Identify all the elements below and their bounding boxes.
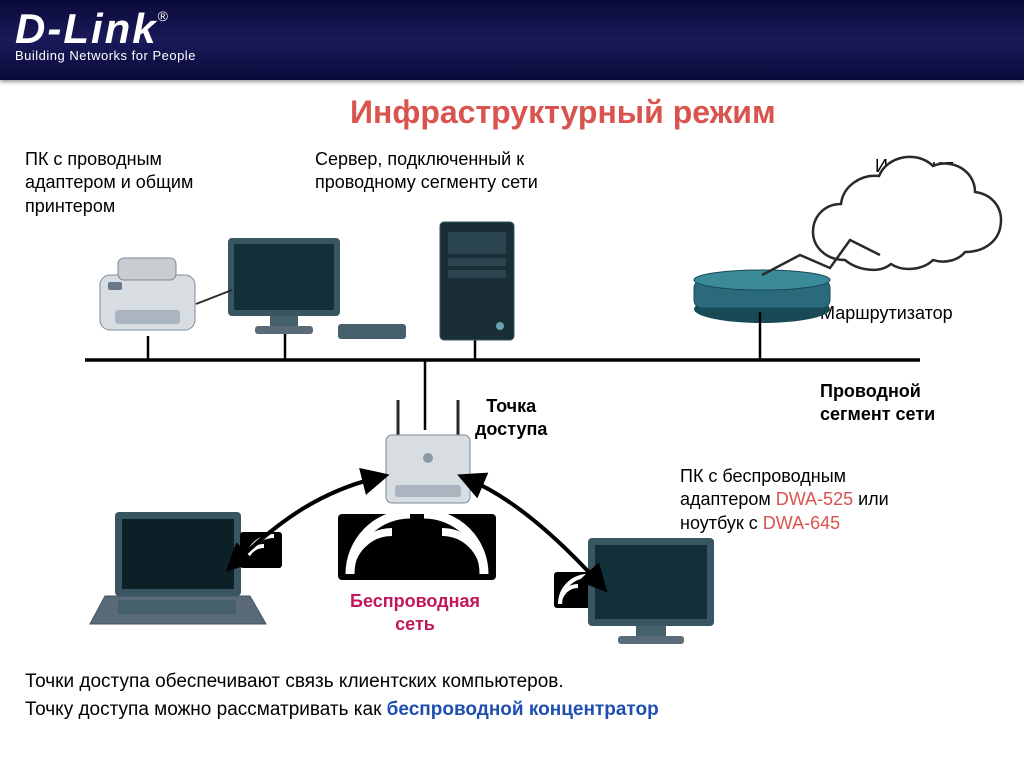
printer-icon [100,258,195,330]
reg-mark: ® [158,8,168,24]
brand-text: D-Link [15,5,158,52]
router-icon [694,270,830,323]
header-bar: D-Link® Building Networks for People [0,0,1024,80]
monitor-wired-icon [228,238,340,334]
keyboard-icon [338,324,406,339]
brand-logo: D-Link® Building Networks for People [15,8,196,63]
diagram-svg [0,80,1024,768]
laptop-icon [90,512,266,624]
access-point-icon [386,400,470,503]
monitor-wlan-icon [588,538,714,644]
brand-tagline: Building Networks for People [15,48,196,63]
server-icon [440,222,514,340]
diagram-canvas: Инфраструктурный режим ПК с проводнымада… [0,80,1024,768]
ap-signal-card [338,514,496,580]
link-printer-pc [196,290,232,304]
